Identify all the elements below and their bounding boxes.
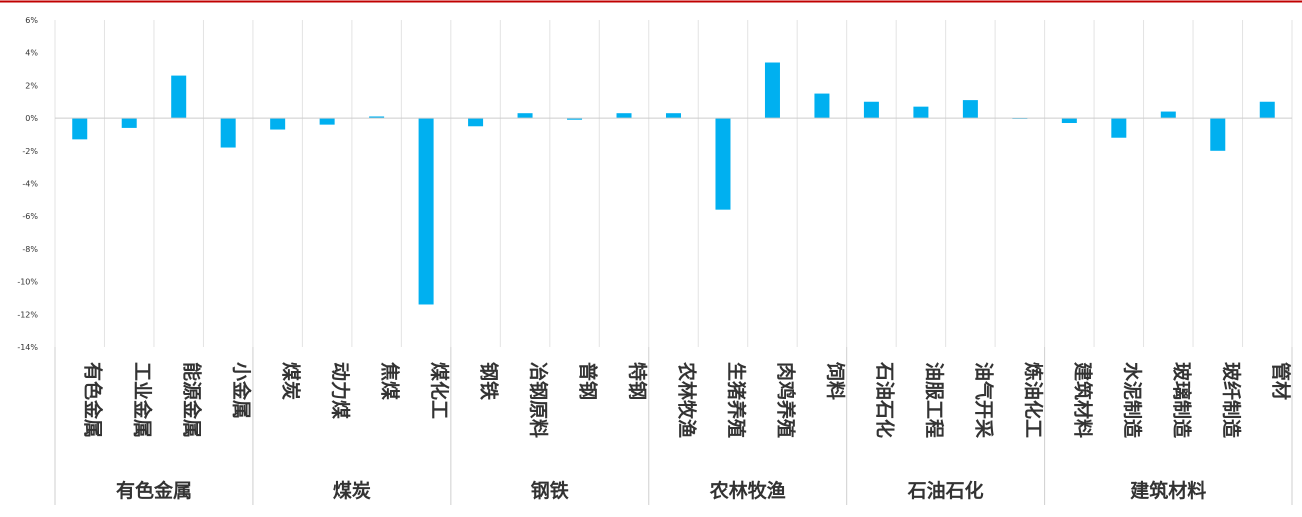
x-group-label: 建筑材料 (1130, 479, 1206, 502)
x-category-label: 玻纤制造 (1220, 362, 1243, 439)
y-tick-label: -2% (22, 147, 38, 156)
bar (220, 118, 236, 148)
x-category-label: 小金属 (230, 362, 253, 419)
x-category-label: 炼油化工 (1022, 362, 1045, 438)
y-tick-label: 6% (25, 16, 38, 25)
x-group-label: 煤炭 (333, 480, 371, 502)
bar (319, 118, 335, 125)
bar (1259, 101, 1275, 119)
bar (764, 62, 780, 119)
bar (171, 75, 187, 119)
bars (55, 62, 1292, 305)
x-category-label: 煤化工 (428, 362, 451, 419)
x-category-label: 动力煤 (329, 362, 352, 419)
x-category-label: 水泥制造 (1121, 362, 1144, 439)
bar (72, 118, 88, 140)
bar (715, 118, 731, 210)
bar (369, 116, 385, 119)
x-category-labels: 有色金属 工业金属 能源金属 小金属 煤炭 动力煤 焦煤 煤化工 钢铁 冶钢原料 普钢 特钢 农林牧渔 生… (82, 361, 1293, 439)
bar (1210, 118, 1226, 151)
bar (517, 113, 533, 119)
x-group-label: 有色金属 (116, 479, 192, 502)
x-category-label: 有色金属 (82, 362, 105, 438)
x-group-label: 石油石化 (907, 479, 984, 502)
x-category-label: 生猪养殖 (725, 362, 748, 438)
bar (1160, 111, 1176, 119)
bar (1061, 118, 1077, 124)
bar (962, 100, 978, 119)
y-tick-label: -4% (22, 180, 38, 189)
x-group-labels: 有色金属 煤炭 钢铁 农林牧渔 石油石化 建筑材料 (54, 347, 1293, 505)
bar (418, 118, 434, 305)
x-category-label: 能源金属 (181, 362, 204, 438)
x-category-label: 工业金属 (131, 362, 154, 438)
x-category-label: 油服工程 (923, 362, 945, 438)
x-category-label: 冶钢原料 (527, 362, 550, 438)
x-category-label: 煤炭 (280, 362, 302, 400)
x-group-label: 钢铁 (531, 479, 569, 502)
y-tick-label: -6% (22, 212, 38, 221)
x-category-label: 油气开采 (972, 362, 995, 438)
bar (270, 118, 286, 130)
grid-lines (54, 20, 1293, 347)
x-group-label: 农林牧渔 (709, 479, 786, 502)
bar (666, 113, 681, 119)
x-category-label: 钢铁 (478, 362, 501, 400)
y-tick-label: 0% (25, 114, 38, 123)
bar (863, 101, 879, 119)
x-category-label: 特钢 (626, 362, 648, 400)
x-category-label: 饲料 (824, 361, 847, 400)
x-category-label: 焦煤 (379, 361, 402, 400)
bar (468, 118, 484, 127)
x-category-label: 玻璃制造 (1170, 362, 1193, 439)
bar (567, 118, 583, 120)
y-tick-label: -10% (17, 278, 38, 287)
bar (121, 118, 137, 128)
x-category-label: 肉鸡养殖 (774, 362, 797, 438)
y-axis-ticks: 6% 4% 2% 0% -2% -4% -6% -8% -10% -12% -14% (17, 16, 38, 352)
x-category-label: 建筑材料 (1071, 362, 1094, 438)
bar (616, 113, 632, 119)
y-tick-label: -8% (22, 245, 38, 254)
bar (1111, 118, 1127, 138)
x-category-label: 农林牧渔 (676, 361, 699, 438)
y-tick-label: 2% (25, 81, 38, 90)
bar (913, 106, 929, 119)
y-tick-label: -14% (17, 343, 38, 352)
x-category-label: 石油石化 (873, 361, 896, 438)
y-tick-label: 4% (25, 49, 38, 58)
y-tick-label: -12% (17, 310, 38, 319)
x-category-label: 普钢 (577, 362, 600, 400)
x-category-label: 管材 (1269, 362, 1292, 400)
bar (814, 93, 830, 119)
